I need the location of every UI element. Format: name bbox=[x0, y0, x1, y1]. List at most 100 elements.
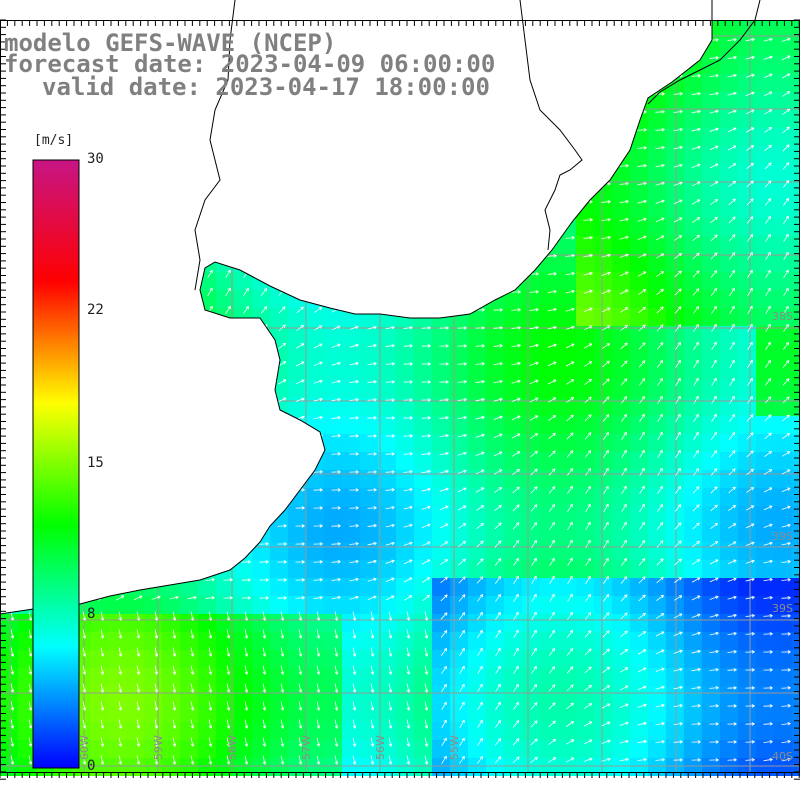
wind-arrow bbox=[710, 252, 718, 260]
wind-arrow bbox=[728, 252, 736, 260]
wind-arrow bbox=[692, 504, 700, 512]
wind-arrow bbox=[439, 326, 449, 330]
wind-arrow bbox=[403, 505, 413, 510]
wind-arrow bbox=[747, 269, 753, 278]
wind-arrow bbox=[709, 109, 719, 114]
wind-arrow bbox=[745, 127, 755, 133]
wind-arrow bbox=[765, 287, 771, 297]
wind-arrow bbox=[711, 341, 717, 351]
wind-arrow bbox=[764, 414, 772, 422]
wind-arrow bbox=[529, 325, 539, 330]
wind-arrow bbox=[349, 325, 359, 330]
wind-arrow bbox=[691, 91, 701, 96]
colorbar-unit: [m/s] bbox=[34, 133, 74, 148]
wind-arrow bbox=[728, 486, 736, 494]
wind-arrow bbox=[547, 325, 557, 330]
wind-arrow bbox=[584, 450, 592, 458]
wind-arrow bbox=[475, 379, 485, 384]
wind-arrow bbox=[747, 359, 753, 368]
wind-arrow bbox=[727, 55, 737, 60]
wind-arrow bbox=[782, 162, 790, 170]
wind-arrow bbox=[655, 181, 665, 186]
wind-arrow bbox=[331, 560, 341, 564]
wind-arrow bbox=[476, 522, 484, 530]
wind-arrow bbox=[619, 253, 629, 258]
wind-arrow bbox=[530, 468, 538, 476]
wind-arrow bbox=[475, 344, 485, 348]
wind-arrow bbox=[692, 522, 700, 530]
wind-arrow bbox=[711, 323, 717, 332]
wind-arrow bbox=[675, 413, 681, 423]
wind-arrow bbox=[566, 468, 574, 476]
wind-arrow bbox=[385, 398, 395, 402]
wind-arrow bbox=[583, 307, 593, 313]
wind-arrow bbox=[547, 343, 557, 348]
wind-arrow bbox=[584, 378, 592, 386]
wind-arrow bbox=[710, 541, 719, 547]
wind-arrow bbox=[547, 289, 557, 294]
valid-date: valid date: 2023-04-17 18:00:00 bbox=[42, 73, 490, 101]
wind-arrow bbox=[675, 467, 681, 476]
wind-arrow bbox=[656, 324, 664, 332]
wind-arrow bbox=[746, 468, 754, 476]
wind-arrow bbox=[585, 521, 591, 531]
wind-arrow bbox=[639, 485, 645, 495]
wind-arrow bbox=[602, 378, 610, 386]
wind-arrow bbox=[349, 361, 359, 366]
wind-arrow bbox=[566, 396, 574, 404]
wind-arrow bbox=[711, 413, 717, 422]
wind-arrow bbox=[691, 74, 701, 78]
wind-arrow bbox=[385, 416, 395, 420]
wind-arrow bbox=[637, 146, 647, 150]
wind-arrow bbox=[781, 73, 791, 79]
wind-arrow bbox=[385, 523, 395, 528]
wind-arrow bbox=[475, 362, 485, 366]
wind-arrow bbox=[295, 379, 305, 385]
wind-arrow bbox=[367, 541, 377, 546]
wind-arrow bbox=[494, 522, 502, 530]
wind-arrow bbox=[331, 542, 341, 546]
wind-arrow bbox=[295, 343, 305, 349]
wind-arrow bbox=[529, 361, 539, 366]
wind-arrow bbox=[728, 504, 737, 511]
wind-arrow bbox=[511, 415, 521, 421]
wind-arrow bbox=[548, 414, 557, 421]
wind-arrow bbox=[565, 325, 575, 330]
wind-arrow bbox=[727, 37, 737, 42]
wind-arrow bbox=[512, 486, 520, 494]
wind-arrow bbox=[745, 73, 755, 78]
wind-arrow bbox=[602, 396, 610, 404]
wind-arrow bbox=[601, 325, 611, 331]
wind-arrow bbox=[403, 398, 413, 402]
wind-arrow bbox=[585, 539, 591, 549]
wind-arrow bbox=[746, 216, 754, 224]
wind-arrow bbox=[675, 395, 681, 405]
wind-arrow bbox=[781, 505, 791, 510]
wind-arrow bbox=[313, 470, 323, 474]
wind-arrow bbox=[691, 163, 701, 169]
wind-arrow bbox=[529, 343, 539, 348]
wind-arrow bbox=[709, 127, 719, 132]
wind-arrow bbox=[603, 539, 609, 549]
wind-arrow bbox=[349, 524, 359, 528]
wind-arrow bbox=[620, 558, 628, 566]
wind-arrow bbox=[493, 361, 503, 366]
wind-arrow bbox=[656, 306, 664, 314]
wind-arrow bbox=[692, 306, 700, 314]
wind-arrow bbox=[621, 431, 627, 440]
wind-arrow bbox=[745, 37, 755, 42]
wind-arrow bbox=[729, 305, 735, 315]
wind-arrow bbox=[493, 451, 503, 457]
wind-arrow bbox=[709, 163, 719, 169]
wind-arrow bbox=[296, 324, 304, 331]
wind-arrow bbox=[511, 379, 521, 384]
wind-arrow bbox=[727, 163, 737, 169]
wind-arrow bbox=[421, 326, 431, 330]
wind-arrow bbox=[313, 542, 323, 546]
wind-arrow bbox=[530, 486, 538, 494]
wind-arrow bbox=[421, 559, 431, 565]
wind-arrow bbox=[567, 557, 573, 567]
wind-arrow bbox=[260, 288, 268, 296]
wind-arrow bbox=[331, 325, 341, 331]
